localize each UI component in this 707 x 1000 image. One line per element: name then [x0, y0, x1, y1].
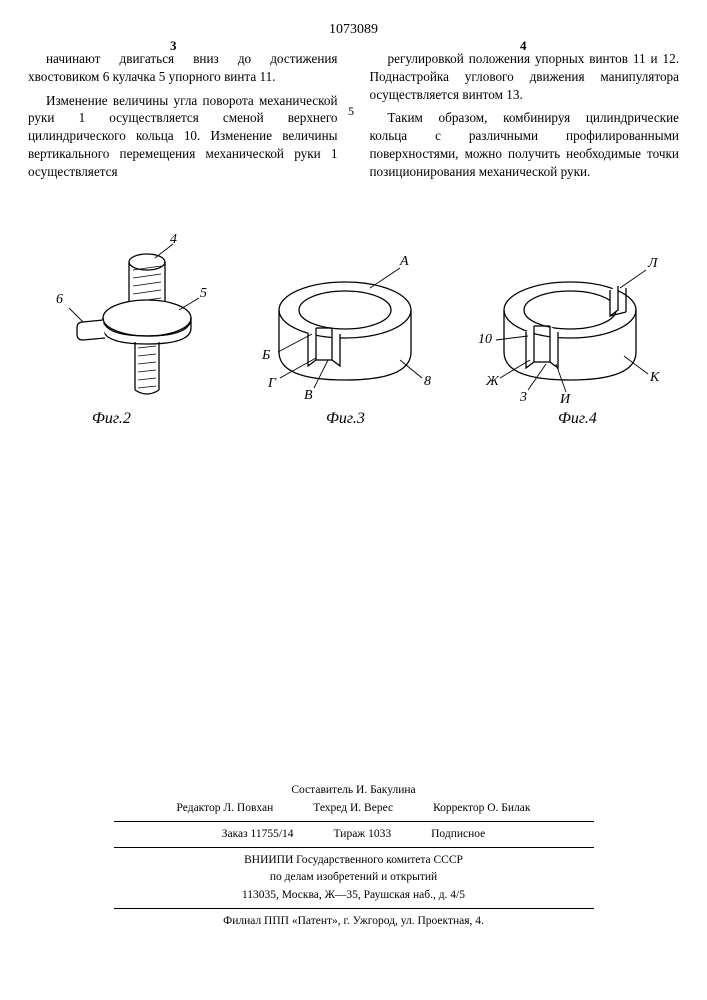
fig4-callout-I: И: [560, 392, 570, 408]
footer-sign: Подписное: [431, 826, 485, 843]
footer-tech: Техред И. Верес: [313, 800, 393, 817]
fig2-callout-6: 6: [56, 292, 63, 308]
fig4-callout-3: 3: [520, 390, 527, 406]
fig3-svg: [250, 260, 440, 420]
footer-corrector: Корректор О. Билак: [433, 800, 530, 817]
figures-block: 4 5 6 Фиг.2 А Б Г В 8 Фиг.3: [0, 230, 707, 450]
doc-number: 1073089: [0, 22, 707, 38]
footer-org2: по делам изобретений и открытий: [0, 869, 707, 886]
footer-divider-1: [114, 821, 594, 822]
footer-divider-3: [114, 908, 594, 909]
footer-tirazh: Тираж 1033: [334, 826, 392, 843]
para-r2: Таким образом, комбинируя цилиндрические…: [370, 109, 680, 180]
left-column: начинают двигаться вниз до достижения хв…: [28, 50, 338, 187]
footer-composer: Составитель И. Бакулина: [0, 782, 707, 799]
fig4-label: Фиг.4: [558, 410, 597, 428]
fig2-callout-4: 4: [170, 232, 177, 248]
para-l1: начинают двигаться вниз до достижения хв…: [28, 50, 338, 86]
text-columns: начинают двигаться вниз до достижения хв…: [28, 50, 679, 187]
fig2-callout-5: 5: [200, 286, 207, 302]
fig3-callout-G: Г: [268, 376, 276, 392]
fig4-callout-Zh: Ж: [486, 374, 499, 390]
fig3-callout-A: А: [400, 254, 409, 270]
footer-addr1: 113035, Москва, Ж—35, Раушская наб., д. …: [0, 887, 707, 904]
footer-addr2: Филиал ППП «Патент», г. Ужгород, ул. Про…: [0, 913, 707, 930]
fig4-callout-10: 10: [478, 332, 492, 348]
footer-org1: ВНИИПИ Государственного комитета СССР: [0, 852, 707, 869]
fig4-callout-K: К: [650, 370, 659, 386]
footer-editor: Редактор Л. Повхан: [177, 800, 274, 817]
fig3-callout-V: В: [304, 388, 313, 404]
right-column: регулировкой положения упорных винтов 11…: [370, 50, 680, 187]
footer-block: Составитель И. Бакулина Редактор Л. Повх…: [0, 782, 707, 930]
footer-order: Заказ 11755/14: [222, 826, 294, 843]
fig3-label: Фиг.3: [326, 410, 365, 428]
fig4-callout-L: Л: [648, 256, 657, 272]
fig3-callout-B: Б: [262, 348, 270, 364]
para-l2: Изменение величины угла поворота механич…: [28, 92, 338, 181]
fig2-svg: [55, 240, 215, 410]
footer-divider-2: [114, 847, 594, 848]
para-r1: регулировкой положения упорных винтов 11…: [370, 50, 680, 103]
fig2-label: Фиг.2: [92, 410, 131, 428]
fig3-callout-8: 8: [424, 374, 431, 390]
